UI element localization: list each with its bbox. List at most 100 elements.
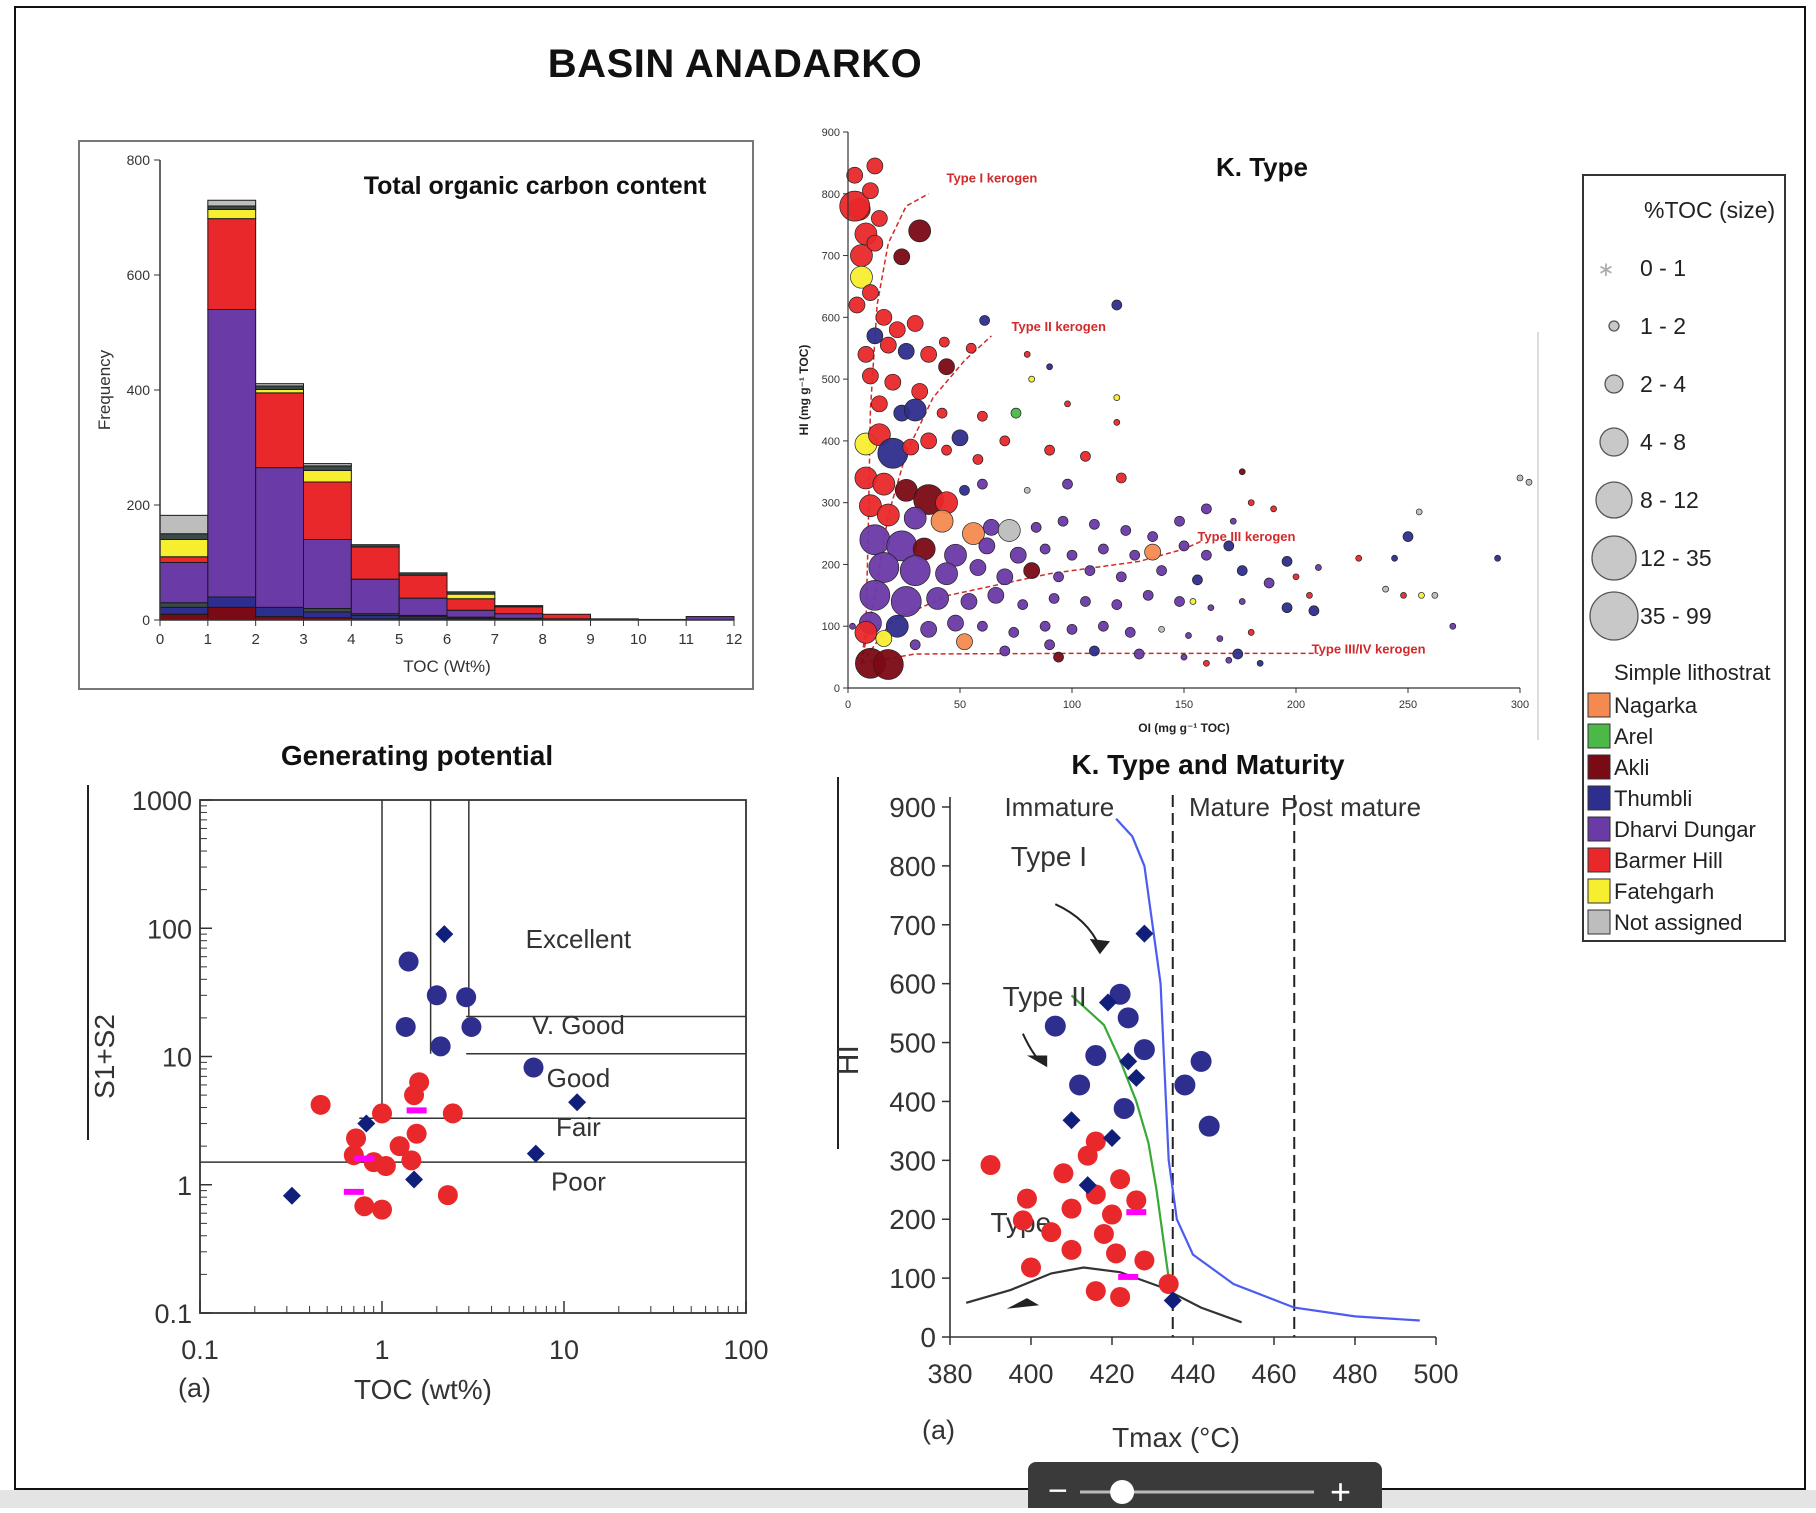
histogram-segment xyxy=(350,544,400,548)
scatter-point xyxy=(893,248,911,266)
mat-y-tick-label: 300 xyxy=(889,1145,936,1176)
histogram-segment xyxy=(494,606,544,615)
scatter-point xyxy=(977,620,988,632)
gen-magenta-mark xyxy=(343,1188,364,1195)
kerogen-type-curve xyxy=(861,652,1319,665)
scatter-point xyxy=(1115,472,1127,484)
gen-navy-point xyxy=(461,1016,482,1037)
legend-size-label: 2 - 4 xyxy=(1640,371,1686,397)
scatter-y-tick-label: 800 xyxy=(822,189,840,201)
gen-x-tick-label: 0.1 xyxy=(181,1335,219,1365)
scatter-point xyxy=(1030,522,1042,533)
legend-size-marker: ∗ xyxy=(1598,259,1615,281)
zoom-out-button[interactable]: − xyxy=(1048,1472,1068,1510)
gen-x-tick-label: 1 xyxy=(374,1335,389,1365)
mat-y-tick-label: 600 xyxy=(889,969,936,1000)
histogram-segment xyxy=(303,465,352,471)
legend-size-label: 8 - 12 xyxy=(1640,487,1699,513)
gen-red-point xyxy=(372,1103,392,1124)
histogram-segment xyxy=(303,463,352,467)
mat-red-point xyxy=(1053,1163,1074,1184)
histogram-x-tick-label: 2 xyxy=(251,631,259,648)
scatter-point xyxy=(877,437,909,469)
histogram-segment xyxy=(255,467,305,608)
gen-diamond-point xyxy=(357,1114,376,1133)
kerogen-maturity-chart: 0 100 200 300 400 500 600 700 800 900 380 400 420 440… xyxy=(832,749,1459,1453)
scatter-point xyxy=(1281,602,1293,614)
gen-y-tick-label: 0.1 xyxy=(154,1299,192,1329)
zoom-slider-handle[interactable] xyxy=(1110,1480,1135,1504)
scatter-point xyxy=(1174,596,1185,607)
scatter-point xyxy=(1270,505,1277,513)
histogram-segment xyxy=(303,470,352,483)
scatter-point xyxy=(906,315,924,332)
histogram-segment xyxy=(255,385,305,390)
scatter-point xyxy=(1236,565,1248,576)
scatter-point xyxy=(1203,659,1210,667)
scatter-point xyxy=(871,210,888,227)
mat-red-point xyxy=(1016,1188,1037,1209)
scatter-point xyxy=(1174,515,1185,527)
mat-x-tick-label: 380 xyxy=(927,1359,972,1389)
scatter-point xyxy=(969,559,987,576)
scatter-point xyxy=(848,296,866,314)
scatter-point xyxy=(1053,651,1064,663)
mat-navy-point xyxy=(1044,1015,1066,1037)
scatter-point xyxy=(1046,363,1053,371)
scatter-point xyxy=(1144,543,1161,561)
scatter-point xyxy=(1039,620,1051,632)
legend-lith-swatch xyxy=(1587,816,1611,842)
scatter-point xyxy=(1418,591,1425,599)
gen-zone-label: Fair xyxy=(556,1112,601,1142)
scatter-point xyxy=(1247,499,1255,507)
gen-diamond-point xyxy=(568,1093,587,1112)
scatter-point xyxy=(938,336,950,348)
scatter-point xyxy=(959,484,970,496)
scatter-point xyxy=(1391,554,1398,562)
scatter-x-tick-label: 250 xyxy=(1399,699,1417,711)
gen-x-tick-label: 100 xyxy=(723,1335,768,1365)
scatter-point xyxy=(965,342,977,354)
legend-size-label: 12 - 35 xyxy=(1640,545,1712,571)
gen-y-tick-label: 100 xyxy=(147,914,192,944)
legend-size-marker xyxy=(1589,591,1639,641)
mat-y-label: HI xyxy=(832,1045,865,1075)
scatter-point xyxy=(1281,556,1293,567)
gen-red-point xyxy=(389,1136,410,1157)
scatter-y-label: HI (mg g⁻¹ TOC) xyxy=(797,345,811,436)
scatter-point xyxy=(888,321,906,339)
scatter-point xyxy=(909,639,921,651)
scatter-point xyxy=(859,494,882,518)
histogram-x-tick-label: 3 xyxy=(299,631,307,648)
scatter-y-tick-label: 900 xyxy=(822,127,840,139)
scatter-y-tick-label: 600 xyxy=(822,312,840,324)
mat-magenta-mark xyxy=(1126,1209,1147,1216)
gen-y-tick-label: 10 xyxy=(162,1043,192,1073)
scatter-point xyxy=(1053,571,1064,583)
histogram-x-tick-label: 5 xyxy=(395,631,403,648)
scatter-point xyxy=(1111,599,1123,610)
scatter-point xyxy=(983,519,1000,536)
scatter-x-tick-label: 150 xyxy=(1175,699,1193,711)
histogram-segment xyxy=(398,572,448,576)
scatter-point xyxy=(920,432,937,450)
gen-x-label: TOC (wt%) xyxy=(354,1374,492,1405)
kerogen-type-curve xyxy=(860,193,929,664)
legend-size-label: 4 - 8 xyxy=(1640,429,1686,455)
scatter-point xyxy=(1516,474,1524,482)
histogram-segment xyxy=(207,606,257,621)
scatter-point xyxy=(854,621,878,644)
mat-diamond-point xyxy=(1098,993,1117,1012)
mat-red-point xyxy=(980,1155,1001,1176)
histogram-segment xyxy=(350,578,400,615)
scatter-point xyxy=(897,342,915,360)
scatter-point xyxy=(903,398,927,422)
scatter-point xyxy=(885,614,909,638)
zoom-in-button[interactable]: + xyxy=(1330,1471,1351,1512)
legend-size-marker xyxy=(1604,374,1624,394)
scatter-point xyxy=(1223,540,1235,552)
mat-navy-point xyxy=(1085,1045,1107,1067)
toc-histogram-panel: 0 200 400 600 800 0 1 2 3 4 5 6 7 8 9 10 11 12 TOC (Wt%) Fr… xyxy=(78,140,754,690)
histogram-segment xyxy=(398,574,448,599)
